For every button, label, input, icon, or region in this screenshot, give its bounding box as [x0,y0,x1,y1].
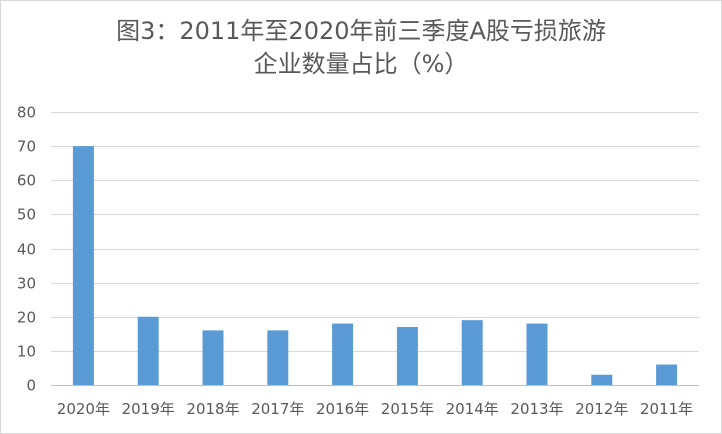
x-tick-label: 2020年 [57,400,110,418]
y-tick-label: 60 [17,172,36,190]
y-tick-label: 80 [17,104,36,122]
y-tick-label: 0 [26,377,36,395]
y-tick-label: 10 [17,343,36,361]
y-tick-label: 30 [17,275,36,293]
bar [656,364,678,385]
bar [202,330,224,385]
bar [137,316,159,385]
bar [267,330,289,385]
chart-title: 图3：2011年至2020年前三季度A股亏损旅游 企业数量占比（%） [1,15,721,81]
x-tick-label: 2011年 [640,400,693,418]
y-tick-label: 70 [17,138,36,156]
y-tick-label: 40 [17,241,36,259]
x-tick-label: 2015年 [381,400,434,418]
bar [461,320,483,385]
bar [396,326,418,385]
x-tick-label: 2012年 [575,400,628,418]
y-tick-label: 50 [17,206,36,224]
bar [526,323,548,385]
x-tick-label: 2016年 [316,400,369,418]
x-tick-label: 2019年 [122,400,175,418]
x-tick-label: 2018年 [186,400,239,418]
chart-title-line-1: 图3：2011年至2020年前三季度A股亏损旅游 [116,17,606,45]
x-tick-label: 2014年 [446,400,499,418]
x-tick-label: 2013年 [510,400,563,418]
x-tick-label: 2017年 [251,400,304,418]
bar [72,146,94,385]
chart-title-line-2: 企业数量占比（%） [253,50,469,78]
bar [591,374,613,385]
y-tick-label: 20 [17,309,36,327]
bar [332,323,354,385]
